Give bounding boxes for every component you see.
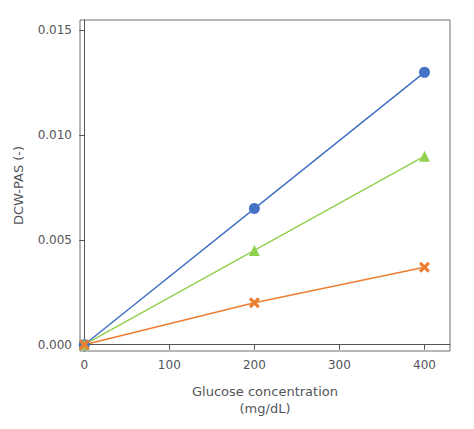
svg-text:0.000: 0.000 (38, 338, 72, 352)
svg-text:0.005: 0.005 (38, 233, 72, 247)
svg-text:300: 300 (328, 358, 351, 372)
svg-text:Glucose concentration: Glucose concentration (192, 384, 338, 399)
svg-text:200: 200 (243, 358, 266, 372)
svg-text:100: 100 (158, 358, 181, 372)
svg-text:0.010: 0.010 (38, 128, 72, 142)
svg-text:400: 400 (413, 358, 436, 372)
svg-text:0.015: 0.015 (38, 23, 72, 37)
svg-text:DCW-PAS (-): DCW-PAS (-) (11, 146, 26, 225)
svg-text:0: 0 (80, 358, 88, 372)
svg-text:(mg/dL): (mg/dL) (240, 401, 291, 416)
